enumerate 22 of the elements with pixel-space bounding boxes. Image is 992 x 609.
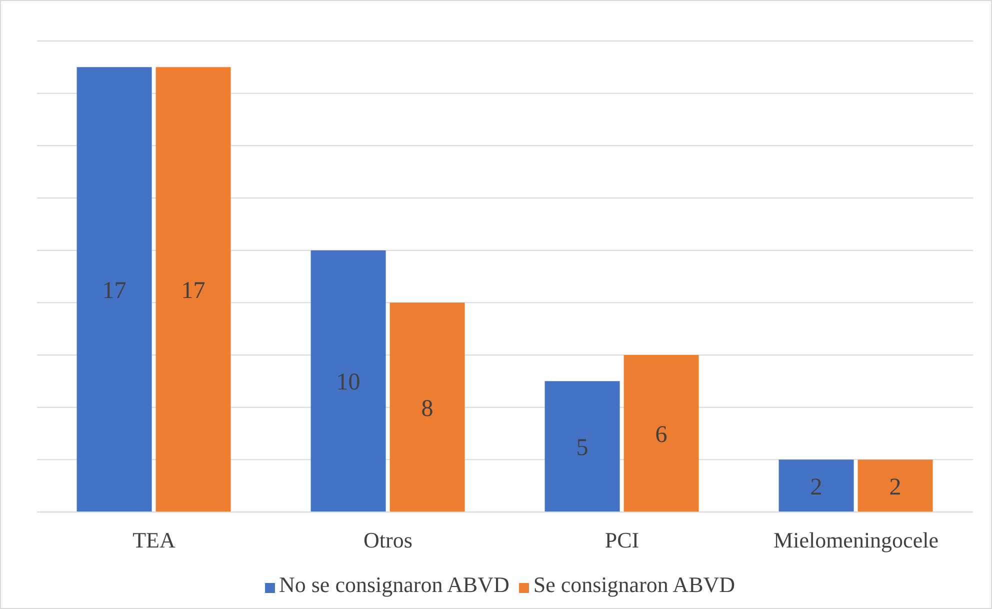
bar <box>624 355 699 512</box>
x-tick-label: TEA <box>132 528 176 553</box>
data-label: 8 <box>421 396 434 422</box>
legend-label: Se consignaron ABVD <box>533 572 736 597</box>
bar <box>544 381 620 512</box>
data-label: 10 <box>336 370 360 396</box>
data-label: 17 <box>102 278 126 304</box>
bar <box>390 302 465 512</box>
data-label: 2 <box>889 474 902 500</box>
legend-label: No se consignaron ABVD <box>278 572 510 597</box>
bar <box>858 460 933 512</box>
data-label: 17 <box>181 278 206 304</box>
data-label: 6 <box>655 422 668 448</box>
x-tick-label: PCI <box>604 528 640 553</box>
x-tick-label: Otros <box>364 528 412 553</box>
bar <box>156 67 231 512</box>
data-label: 5 <box>576 435 588 462</box>
bar <box>310 250 386 512</box>
x-tick-label: Mielomeningocele <box>774 528 938 553</box>
bar <box>76 67 152 512</box>
bar <box>778 460 854 512</box>
data-label: 2 <box>810 474 822 500</box>
